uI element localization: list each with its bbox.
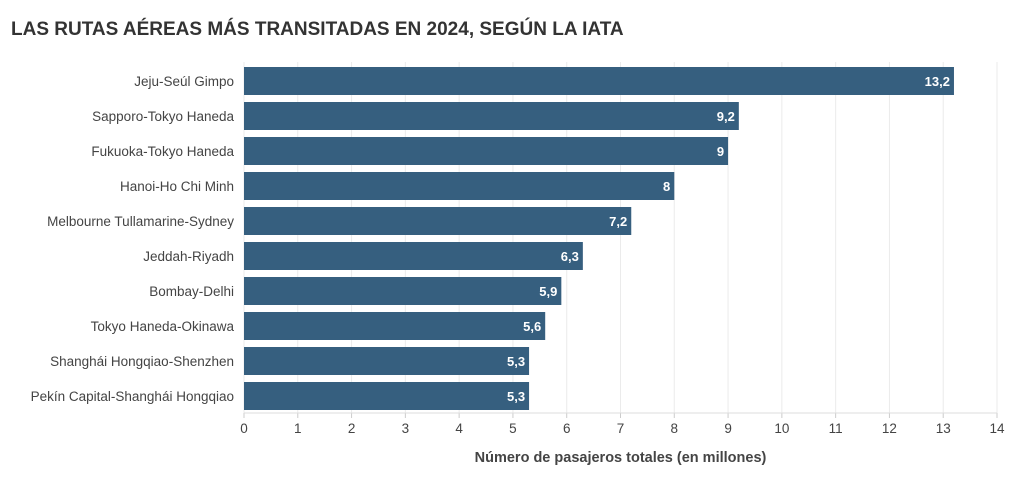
data-label: 9,2 <box>717 109 735 124</box>
category-label: Fukuoka-Tokyo Haneda <box>91 144 234 159</box>
x-tick-label: 1 <box>294 421 302 436</box>
data-label: 7,2 <box>609 214 627 229</box>
category-label: Jeju-Seúl Gimpo <box>134 74 234 89</box>
x-tick-label: 11 <box>829 421 843 436</box>
x-tick-label: 4 <box>455 421 463 436</box>
x-tick-label: 6 <box>563 421 571 436</box>
bar <box>244 207 632 235</box>
category-label: Jeddah-Riyadh <box>143 249 234 264</box>
chart-title: LAS RUTAS AÉREAS MÁS TRANSITADAS EN 2024… <box>11 19 624 40</box>
x-tick-label: 3 <box>402 421 410 436</box>
data-label: 5,9 <box>539 284 557 299</box>
bar <box>244 277 562 305</box>
x-tick-label: 7 <box>617 421 625 436</box>
bar <box>244 347 530 375</box>
category-label: Hanoi-Ho Chi Minh <box>120 179 234 194</box>
x-axis-title: Número de pasajeros totales (en millones… <box>475 450 767 466</box>
data-label: 8 <box>663 179 670 194</box>
data-label: 9 <box>717 144 724 159</box>
bar <box>244 137 729 165</box>
x-tick-label: 14 <box>989 421 1005 436</box>
x-tick-label: 12 <box>882 421 897 436</box>
data-label: 5,3 <box>507 354 525 369</box>
bar <box>244 172 675 200</box>
data-label: 13,2 <box>925 74 950 89</box>
x-tick-label: 0 <box>240 421 248 436</box>
data-label: 5,6 <box>523 319 541 334</box>
bar <box>244 242 583 270</box>
x-tick-label: 10 <box>774 421 789 436</box>
bar <box>244 382 530 410</box>
x-tick-label: 8 <box>671 421 679 436</box>
x-tick-label: 2 <box>348 421 356 436</box>
category-label: Shanghái Hongqiao-Shenzhen <box>50 354 234 369</box>
category-label: Pekín Capital-Shanghái Hongqiao <box>31 389 234 404</box>
category-label: Melbourne Tullamarine-Sydney <box>47 214 234 229</box>
data-label: 6,3 <box>561 249 579 264</box>
category-label: Sapporo-Tokyo Haneda <box>92 109 234 124</box>
bar <box>244 67 954 95</box>
category-label: Bombay-Delhi <box>149 284 234 299</box>
bar <box>244 102 739 130</box>
x-tick-label: 5 <box>509 421 517 436</box>
category-label: Tokyo Haneda-Okinawa <box>91 319 235 334</box>
x-tick-label: 13 <box>936 421 951 436</box>
data-label: 5,3 <box>507 389 525 404</box>
x-tick-label: 9 <box>724 421 732 436</box>
bar <box>244 312 546 340</box>
